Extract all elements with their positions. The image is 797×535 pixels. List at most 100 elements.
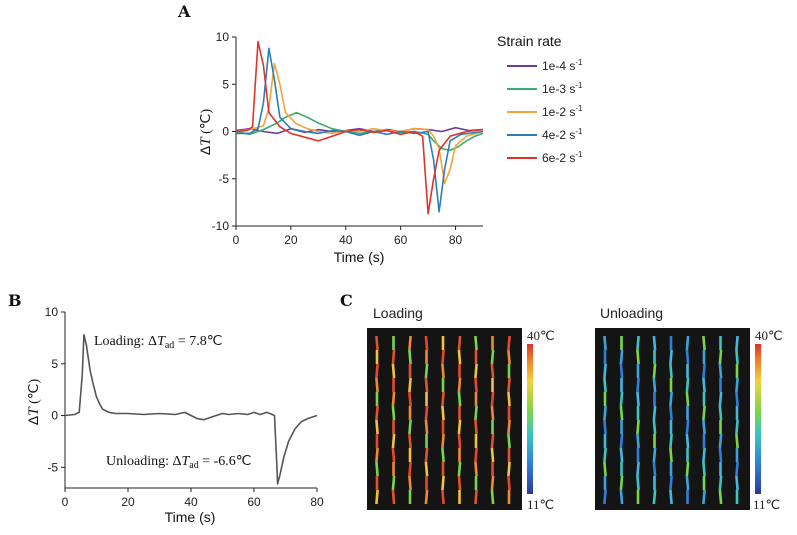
- unloading-wire-segment: [636, 377, 640, 393]
- unloading-wire-segment: [718, 447, 723, 463]
- unloading-wire-segment: [669, 405, 673, 421]
- panel-a-x-tick-label: 60: [394, 233, 408, 247]
- panel-a-y-tick-label: 5: [222, 77, 229, 91]
- loading-wire-segment: [507, 335, 511, 351]
- loading-wire-segment: [408, 461, 412, 477]
- unloading-wire-segment: [702, 335, 706, 351]
- loading-wire-segment: [457, 433, 462, 449]
- loading-wire-segment: [474, 405, 478, 421]
- loading-wire-segment: [474, 335, 478, 351]
- panel-c-thermal-images: Loading Unloading 40℃ 11℃ 40℃ 11℃: [367, 305, 783, 512]
- unloading-wire-segment: [619, 391, 624, 407]
- unloading-wire-segment: [702, 461, 706, 477]
- unloading-wire-segment: [619, 475, 624, 491]
- loading-wire-segment: [391, 489, 396, 505]
- unloading-wire-segment: [685, 461, 690, 477]
- loading-wire-segment: [441, 391, 445, 407]
- unloading-wire-segment: [652, 461, 657, 477]
- unloading-wire-segment: [619, 447, 624, 463]
- loading-wire-segment: [490, 405, 495, 421]
- unloading-wire-segment: [685, 475, 690, 491]
- legend-title: Strain rate: [497, 33, 562, 49]
- unloading-wire-segment: [652, 447, 657, 463]
- loading-wire-segment: [441, 405, 445, 421]
- loading-wire-segment: [441, 447, 445, 463]
- unloading-wire-segment: [718, 391, 723, 407]
- loading-wire-segment: [457, 349, 462, 365]
- legend-label-0: 1e-4 s-1: [542, 58, 583, 73]
- panel-a-series-line-3: [236, 47, 484, 213]
- loading-wire-segment: [507, 433, 511, 449]
- loading-wire-segment: [391, 433, 396, 449]
- loading-wire-segment: [474, 419, 478, 435]
- loading-wire-segment: [424, 447, 429, 463]
- loading-wire-segment: [375, 489, 379, 505]
- loading-wire-segment: [490, 475, 495, 491]
- unloading-wire-segment: [685, 335, 690, 351]
- unloading-wire-segment: [735, 461, 739, 477]
- unloading-wire-segment: [685, 391, 690, 407]
- loading-wire-segment: [375, 377, 379, 393]
- unloading-wire-segment: [735, 433, 739, 449]
- unloading-wire-segment: [702, 447, 706, 463]
- loading-wire-segment: [490, 447, 495, 463]
- unloading-wire-segment: [636, 349, 640, 365]
- unloading-wire-segment: [702, 363, 706, 379]
- loading-wire-segment: [441, 349, 445, 365]
- unloading-wire-segment: [669, 391, 673, 407]
- loading-wire-segment: [507, 461, 511, 477]
- loading-wire-segment: [490, 391, 495, 407]
- panel-b-label: B: [8, 291, 22, 310]
- unloading-wire-segment: [702, 405, 706, 421]
- loading-wire-segment: [391, 349, 396, 365]
- panel-b-y-tick-label: -5: [47, 460, 58, 474]
- loading-wire-segment: [424, 461, 429, 477]
- loading-wire-segment: [375, 461, 379, 477]
- unloading-wire-segment: [652, 405, 657, 421]
- loading-wire-segment: [391, 405, 396, 421]
- loading-wire-segment: [375, 405, 379, 421]
- unloading-colorbar-min: 11℃: [753, 497, 780, 512]
- loading-wire-segment: [474, 363, 478, 379]
- unloading-colorbar-max: 40℃: [755, 328, 783, 343]
- panel-a-y-tick-label: -5: [218, 172, 229, 186]
- panel-b-x-tick-label: 60: [247, 495, 261, 509]
- loading-colorbar-min: 11℃: [527, 497, 554, 512]
- panel-a-y-label: ΔT (℃): [197, 109, 214, 156]
- loading-wire-segment: [490, 489, 495, 505]
- unloading-wire-segment: [669, 489, 673, 505]
- panel-c-label: C: [340, 291, 353, 310]
- panel-b-x-tick-label: 0: [62, 495, 69, 509]
- panel-b-y-tick-label: 5: [51, 357, 58, 371]
- loading-colorbar: [527, 344, 533, 494]
- loading-wire-segment: [507, 419, 511, 435]
- unloading-wire-segment: [685, 377, 690, 393]
- unloading-colorbar: [755, 344, 761, 494]
- panel-b-x-label: Time (s): [165, 509, 216, 525]
- unloading-wire-segment: [603, 489, 607, 505]
- loading-wire-segment: [391, 475, 396, 491]
- loading-wire-segment: [474, 377, 478, 393]
- loading-wire-segment: [441, 433, 445, 449]
- unloading-wire-segment: [603, 419, 607, 435]
- unloading-wire-segment: [603, 335, 607, 351]
- unloading-wire-segment: [669, 433, 673, 449]
- loading-wire-segment: [375, 335, 379, 351]
- unloading-wire-segment: [652, 363, 657, 379]
- panel-a-x-label: Time (s): [334, 249, 385, 265]
- unloading-wire-segment: [718, 363, 723, 379]
- loading-wire-segment: [375, 363, 379, 379]
- unloading-wire-segment: [619, 363, 624, 379]
- unloading-wire-segment: [636, 391, 640, 407]
- legend-label-2: 1e-2 s-1: [542, 104, 583, 119]
- loading-wire-segment: [457, 419, 462, 435]
- unloading-wire-segment: [669, 475, 673, 491]
- panel-a-series-line-0: [235, 126, 484, 135]
- unloading-wire-segment: [718, 349, 723, 365]
- unloading-wire-segment: [685, 433, 690, 449]
- panel-a-x-tick-label: 0: [233, 233, 240, 247]
- unloading-wire-segment: [718, 433, 723, 449]
- unloading-wire-segment: [652, 377, 657, 393]
- panel-a-x-tick-label: 80: [449, 233, 463, 247]
